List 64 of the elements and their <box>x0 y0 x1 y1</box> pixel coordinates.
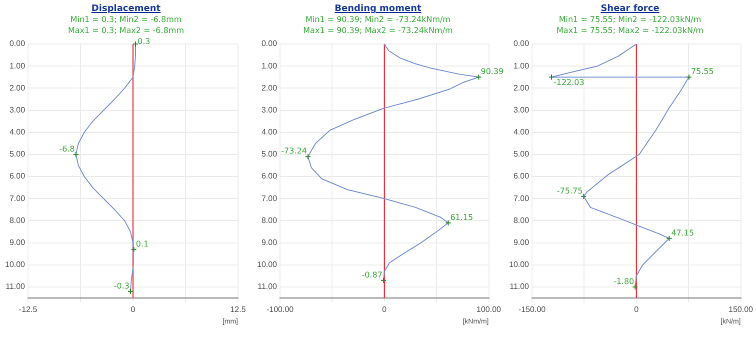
y-tick-label: 9.00 <box>9 238 26 247</box>
y-tick-label: 9.00 <box>261 238 278 247</box>
y-tick-label: 11.00 <box>258 282 278 292</box>
y-tick-label: 4.00 <box>9 128 26 137</box>
chart-title: Displacement <box>91 4 161 14</box>
x-tick-label: 0 <box>382 305 388 314</box>
y-tick-label: 10.00 <box>256 260 278 270</box>
y-tick-label: 2.00 <box>9 83 26 92</box>
annotation: 61.15 <box>450 212 474 222</box>
annotation: -75.75 <box>556 186 583 196</box>
chart-subtitle: Min1 = 90.39; Min2 = -73.24kNm/m Max1 = 90.39; Max2 = -73.24kNm/m <box>303 14 453 36</box>
y-tick-label: 5.00 <box>513 150 530 159</box>
y-tick-label: 6.00 <box>261 172 278 181</box>
y-tick-label: 7.00 <box>261 194 278 203</box>
y-tick-label: 8.00 <box>9 216 26 225</box>
y-tick-label: 5.00 <box>9 150 26 159</box>
x-tick-label: -150.00 <box>518 305 546 314</box>
y-tick-label: 0.00 <box>513 39 530 48</box>
y-tick-label: 7.00 <box>513 194 530 203</box>
chart-title: Bending moment <box>334 4 422 14</box>
y-tick-label: 3.00 <box>9 105 26 114</box>
y-tick-label: 8.00 <box>513 216 530 225</box>
annotation: -73.24 <box>281 146 307 156</box>
y-tick-label: 10.00 <box>4 260 26 270</box>
y-tick-label: 4.00 <box>261 128 278 137</box>
x-tick-label: 12.5 <box>230 305 246 314</box>
y-tick-label: 0.00 <box>9 39 26 48</box>
chart-subtitle: Min1 = 75.55; Min2 = -122.03kN/m Max1 = 75.55; Max2 = -122.03kN/m <box>556 14 704 36</box>
x-tick-label: -12.5 <box>18 305 38 314</box>
chart-subtitle: Min1 = 0.3; Min2 = -6.8mm Max1 = 0.3; Max2 = -6.8mm <box>68 14 184 36</box>
y-tick-label: 11.00 <box>6 282 26 292</box>
x-tick-label: -100.00 <box>266 305 294 314</box>
y-tick-label: 4.00 <box>513 128 530 137</box>
x-tick-label: 0 <box>130 305 136 314</box>
y-tick-label: 5.00 <box>261 150 278 159</box>
y-tick-label: 0.00 <box>261 39 278 48</box>
y-tick-label: 9.00 <box>513 238 530 247</box>
y-tick-label: 3.00 <box>261 105 278 114</box>
y-tick-label: 10.00 <box>508 260 530 270</box>
x-tick-label: 150.00 <box>728 305 754 314</box>
y-tick-label: 8.00 <box>261 216 278 225</box>
annotation: -122.03 <box>553 78 584 88</box>
x-tick-label: 0 <box>634 305 640 314</box>
annotation: 0.3 <box>138 37 150 46</box>
annotation: -1.80 <box>613 277 634 286</box>
x-tick-label: 100.00 <box>476 305 502 314</box>
annotation: -0.3 <box>114 281 130 290</box>
annotation: 75.55 <box>690 67 714 76</box>
y-tick-label: 1.00 <box>261 61 278 70</box>
y-tick-label: 2.00 <box>513 83 530 92</box>
chart-title: Shear force <box>600 4 660 14</box>
y-tick-label: 6.00 <box>513 172 530 181</box>
annotation: 0.1 <box>136 239 149 248</box>
y-tick-label: 2.00 <box>261 83 278 92</box>
y-tick-label: 6.00 <box>9 172 26 181</box>
annotation: -6.8 <box>59 144 75 154</box>
annotation: 90.39 <box>480 67 504 76</box>
y-tick-label: 11.00 <box>510 282 530 292</box>
annotation: -0.87 <box>362 270 382 280</box>
annotation: 47.15 <box>671 228 694 238</box>
y-tick-label: 1.00 <box>9 61 26 70</box>
y-tick-label: 3.00 <box>513 105 530 114</box>
y-tick-label: 1.00 <box>513 61 530 70</box>
y-tick-label: 7.00 <box>9 194 26 203</box>
